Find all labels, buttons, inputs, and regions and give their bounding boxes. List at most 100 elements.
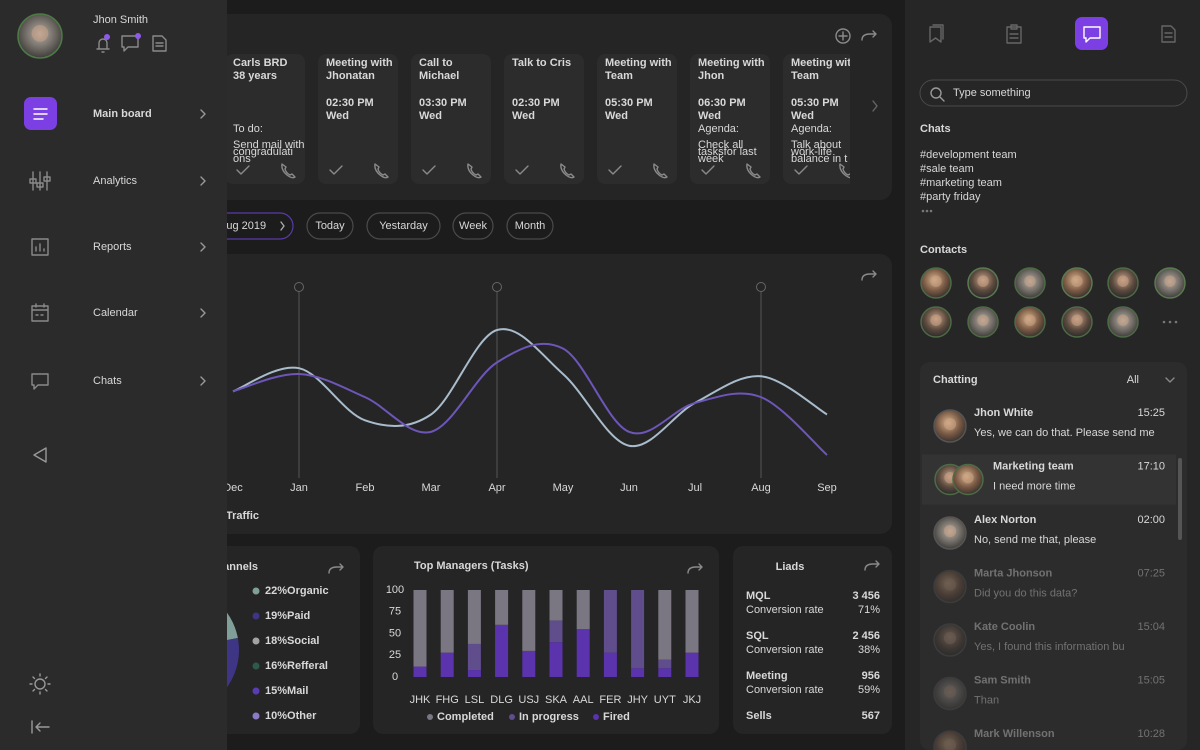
chat-name: Alex Norton <box>974 514 1037 526</box>
bar-segment <box>603 652 617 677</box>
phone-icon[interactable] <box>560 163 575 179</box>
chat-name: Jhon White <box>974 407 1033 419</box>
nav-item[interactable]: Main board <box>24 97 206 130</box>
user-name: Jhon Smith <box>93 14 148 26</box>
logout-icon[interactable] <box>31 720 50 734</box>
notification-icon[interactable] <box>96 38 110 53</box>
next-icon[interactable] <box>872 100 878 112</box>
tab-icon[interactable] <box>929 24 944 43</box>
badge <box>104 34 110 40</box>
chat-row[interactable]: Mark Willenson 10:28 <box>933 728 1165 750</box>
legend-dot <box>427 714 433 720</box>
search-placeholder: Type something <box>953 87 1031 99</box>
card-time: 02:30 PM <box>512 97 560 109</box>
phone-icon[interactable] <box>839 163 853 179</box>
avatar <box>933 730 967 750</box>
filter-pill[interactable]: Yestarday <box>366 212 441 240</box>
legend-dot <box>252 612 260 620</box>
check-icon[interactable] <box>329 165 343 175</box>
tab-icon[interactable] <box>1161 25 1176 43</box>
share-icon[interactable] <box>861 270 877 281</box>
tab-active[interactable] <box>1075 17 1108 50</box>
tab-icon[interactable] <box>1006 24 1022 44</box>
check-icon[interactable] <box>608 165 622 175</box>
avatar-face <box>1024 275 1036 287</box>
check-icon[interactable] <box>422 165 436 175</box>
theme-icon[interactable] <box>29 673 51 695</box>
chat-row[interactable]: Marta Jhonson 07:25 Did you do this data? <box>933 567 1165 604</box>
chat-row[interactable]: Kate Coolin 15:04 Yes, I found this inform… <box>933 621 1165 657</box>
card-bg <box>783 54 850 184</box>
chat-row[interactable]: Marketing team 17:10 I need more time <box>922 454 1176 505</box>
phone-icon[interactable] <box>281 163 296 179</box>
legend-category: Refferal <box>287 660 328 672</box>
check-icon[interactable] <box>515 165 529 175</box>
phone-icon[interactable] <box>467 163 482 179</box>
card-title: Meeting with <box>698 57 765 69</box>
search-box[interactable] <box>919 79 1188 107</box>
filter-pill[interactable]: Week <box>452 212 494 240</box>
lead-sublabel: Conversion rate <box>746 684 824 696</box>
card-title: Michael <box>419 70 459 82</box>
chat-row[interactable]: Sam Smith 15:05 Than <box>933 674 1165 711</box>
chat-row[interactable]: Alex Norton 02:00 No, send me that, please <box>933 514 1165 550</box>
lead-sublabel: Conversion rate <box>746 644 824 656</box>
x-tick-label: Feb <box>356 482 375 494</box>
phone-icon[interactable] <box>653 163 668 179</box>
check-icon[interactable] <box>794 165 808 175</box>
marker-pin <box>492 282 502 292</box>
chat-text: Yes, we can do that. Please send me <box>974 427 1155 439</box>
legend-dot <box>252 712 260 720</box>
lead-label: Sells <box>746 710 772 722</box>
phone-icon[interactable] <box>746 163 761 179</box>
card-note: ons <box>233 153 251 165</box>
x-tick-label: JHK <box>410 694 431 706</box>
tab-icon <box>1083 26 1101 43</box>
card-bg <box>225 54 305 184</box>
card-note: balance in t <box>791 153 847 165</box>
card-note-label: To do: <box>233 123 263 135</box>
nav-item[interactable]: Calendar <box>31 303 206 322</box>
add-icon[interactable] <box>835 28 851 44</box>
check-icon[interactable] <box>701 165 715 175</box>
card-day: Wed <box>698 110 721 122</box>
check-icon[interactable] <box>236 165 250 175</box>
card-time: 05:30 PM <box>605 97 653 109</box>
collapse-icon[interactable] <box>33 447 47 463</box>
bar-segment <box>440 652 454 677</box>
chat-row[interactable]: Jhon White 15:25 Yes, we can do that. Plea… <box>933 407 1165 443</box>
nav-icon <box>29 171 51 191</box>
chevron[interactable] <box>1165 377 1175 383</box>
chat-text: No, send me that, please <box>974 534 1096 546</box>
share-icon[interactable] <box>687 563 703 574</box>
chat-name: Marketing team <box>993 460 1074 472</box>
phone-icon[interactable] <box>374 163 389 179</box>
filter-pill[interactable]: Month <box>506 212 554 240</box>
channel-link: #party friday <box>920 191 981 203</box>
nav-item[interactable]: Reports <box>31 238 206 256</box>
legend-label: Completed <box>437 711 494 723</box>
share-icon[interactable] <box>861 30 877 41</box>
card-time: 02:30 PM <box>326 97 374 109</box>
docs-icon[interactable] <box>152 35 167 52</box>
chat-time: 07:25 <box>1137 567 1165 579</box>
share-icon[interactable] <box>328 563 344 574</box>
nav-icon <box>31 373 49 390</box>
bar-segment <box>603 590 617 653</box>
lead-value: 956 <box>862 670 880 682</box>
nav-chevron <box>200 176 206 186</box>
share-icon[interactable] <box>864 560 880 571</box>
nav-item[interactable]: Chats <box>31 373 206 390</box>
avatar <box>933 676 967 711</box>
filter-pill[interactable]: Today <box>306 212 354 240</box>
legend-label: 18%Social <box>265 635 319 647</box>
nav-item[interactable]: Analytics <box>29 171 206 191</box>
